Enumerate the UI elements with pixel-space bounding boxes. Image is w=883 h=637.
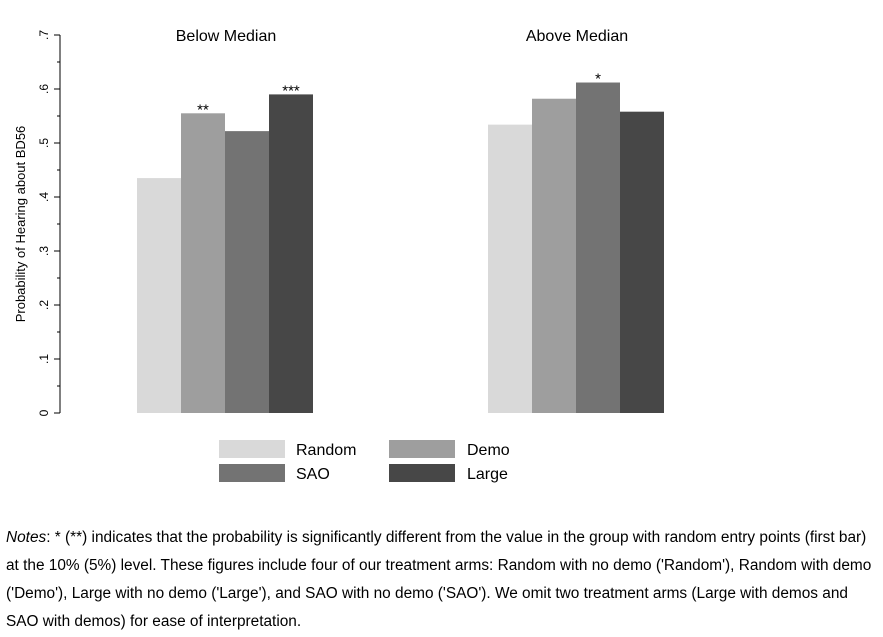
- y-tick-label: .4: [37, 192, 51, 202]
- chart: 0 .1 .2 .3 .4 .5 .6 .7 Probability of Hearing ab…: [13, 28, 664, 483]
- legend-swatch-demo: [389, 440, 455, 458]
- legend-swatch-large: [389, 464, 455, 482]
- legend-label-random: Random: [296, 442, 356, 459]
- bar-random: [137, 178, 181, 413]
- bar-demo: [181, 113, 225, 414]
- y-tick-label: .2: [37, 300, 51, 310]
- y-tick-label: .7: [37, 30, 51, 40]
- panel-title: Below Median: [176, 28, 277, 45]
- bar-large: [269, 94, 313, 414]
- significance-marker: ***: [282, 82, 300, 99]
- y-tick-label: 0: [37, 409, 51, 416]
- notes-caption: Notes: * (**) indicates that the probabi…: [6, 524, 878, 636]
- y-tick-label: .6: [37, 84, 51, 94]
- bar-demo: [532, 98, 576, 413]
- legend-label-sao: SAO: [296, 466, 330, 483]
- bar-large: [620, 111, 664, 414]
- notes-label: Notes: [6, 529, 47, 546]
- significance-marker: *: [595, 71, 601, 88]
- y-tick-label: .5: [37, 138, 51, 148]
- bar-random: [488, 124, 532, 413]
- bar-sao: [576, 82, 620, 414]
- y-tick-label: .1: [37, 354, 51, 364]
- y-axis-label: Probability of Hearing about BD56: [13, 126, 28, 323]
- bar-sao: [225, 131, 269, 413]
- legend-label-large: Large: [467, 466, 508, 483]
- legend-swatch-sao: [219, 464, 285, 482]
- significance-marker: **: [197, 101, 209, 118]
- notes-text: : * (**) indicates that the probability …: [6, 529, 872, 630]
- panel-title: Above Median: [526, 28, 628, 45]
- y-tick-label: .3: [37, 246, 51, 256]
- legend-label-demo: Demo: [467, 442, 510, 459]
- legend-swatch-random: [219, 440, 285, 458]
